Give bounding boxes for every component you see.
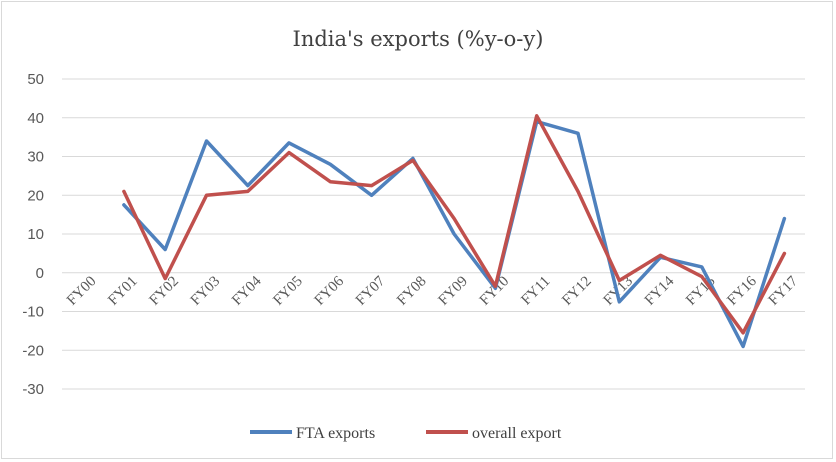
y-tick-label: -20 — [22, 342, 44, 359]
x-tick-label: FY04 — [229, 273, 265, 309]
chart-title: India's exports (%y-o-y) — [293, 27, 544, 51]
y-tick-label: 50 — [27, 71, 44, 88]
x-tick-label: FY16 — [724, 273, 760, 309]
y-tick-label: -10 — [22, 304, 44, 321]
legend-label-2: overall export — [472, 425, 562, 442]
x-tick-label: FY07 — [353, 273, 389, 309]
y-tick-label: 40 — [27, 110, 44, 127]
x-tick-label: FY08 — [394, 273, 429, 308]
x-tick-label: FY14 — [642, 273, 678, 309]
y-tick-label: -30 — [22, 381, 44, 398]
series-lines — [122, 114, 787, 349]
gridlines — [62, 78, 805, 390]
y-tick-label: 30 — [27, 149, 44, 166]
legend-label-1: FTA exports — [296, 425, 375, 442]
x-tick-label: FY05 — [270, 273, 305, 308]
y-tick-label: 0 — [36, 265, 44, 282]
y-tick-label: 20 — [27, 187, 44, 204]
x-tick-label: FY09 — [435, 273, 470, 308]
y-tick-label: 10 — [27, 226, 44, 243]
series-line-2 — [122, 114, 787, 335]
x-axis-ticks: FY00 FY01 FY02 FY03 FY04 FY05 FY06 FY07 FY08 FY09… — [64, 273, 802, 309]
x-tick-label: FY01 — [105, 273, 140, 308]
x-tick-label: FY06 — [312, 273, 348, 309]
x-tick-label: FY10 — [477, 273, 512, 308]
y-axis-ticks: 50 40 30 20 10 0 -10 -20 -30 — [22, 71, 44, 398]
legend: FTA exports overall export — [250, 425, 562, 442]
x-tick-label: FY03 — [188, 273, 223, 308]
x-tick-label: FY00 — [64, 273, 99, 308]
x-tick-label: FY12 — [559, 273, 594, 308]
x-tick-label: FY11 — [518, 273, 553, 308]
